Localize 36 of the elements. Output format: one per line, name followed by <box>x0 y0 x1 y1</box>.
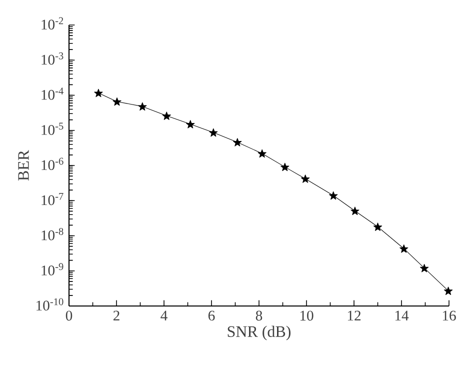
y-tick-label: 10$^{-5}$ <box>42 122 64 135</box>
point <box>258 149 266 158</box>
point <box>138 102 147 111</box>
y-tick-label: 10$^{-4}$ <box>42 88 64 100</box>
y-tick-label: 10$^{-7}$ <box>42 193 64 206</box>
x-tick-label: 4 <box>160 310 168 320</box>
y-tick-label: 10$^{-6}$ <box>42 158 64 170</box>
x-tick-label: 14 <box>395 310 409 320</box>
point <box>162 112 171 120</box>
y-tick-label: 10$^{-10}$ <box>36 298 64 311</box>
y-tick-label: 10$^{-3}$ <box>42 52 64 65</box>
point <box>300 174 310 183</box>
x-tick-label: 16 <box>442 310 456 321</box>
y-tick-label: 10$^{-2}$ <box>42 17 64 30</box>
point <box>233 138 242 146</box>
point <box>94 88 103 98</box>
point <box>420 264 429 272</box>
x-tick-label: 2 <box>113 310 120 320</box>
y-tick-label: 10$^{-8}$ <box>42 228 64 240</box>
x-tick-label: 12 <box>348 310 361 320</box>
point <box>209 128 218 137</box>
point <box>112 97 122 106</box>
point <box>186 120 195 128</box>
point <box>400 244 408 253</box>
x-axis-title: SNR (dB) <box>228 326 290 340</box>
point <box>329 191 338 200</box>
x-tick-label: 10 <box>300 310 314 321</box>
x-tick-label: 6 <box>208 310 215 321</box>
point <box>280 162 290 172</box>
y-axis-title: BER <box>18 150 29 181</box>
x-tick-label: 8 <box>256 310 262 321</box>
point <box>350 206 360 216</box>
x-tick-label: 0 <box>66 310 72 321</box>
point <box>444 286 453 295</box>
point <box>373 222 382 231</box>
y-tick-label: 10$^{-9}$ <box>42 263 64 276</box>
